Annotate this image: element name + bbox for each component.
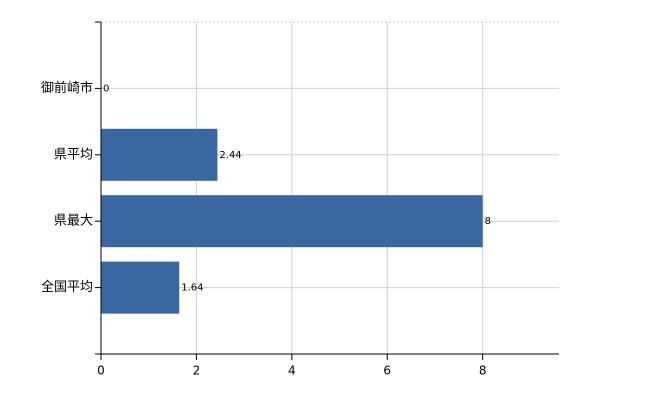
bar: [101, 195, 483, 248]
data-label: 0: [103, 83, 109, 94]
y-tick-label: 県平均: [54, 147, 93, 162]
data-label: 1.64: [181, 283, 203, 294]
y-tick-label: 県最大: [54, 214, 93, 229]
x-tick-label: 8: [479, 364, 487, 378]
x-tick-label: 2: [193, 364, 201, 378]
x-tick-label: 4: [288, 364, 296, 378]
y-tick-label: 御前崎市: [41, 80, 93, 96]
data-label: 8: [485, 216, 491, 227]
bar: [101, 128, 218, 181]
x-tick-label: 0: [97, 364, 105, 378]
bar: [101, 261, 180, 314]
data-label: 2.44: [219, 150, 241, 161]
y-tick-label: 全国平均: [41, 279, 93, 295]
x-tick-label: 6: [383, 364, 391, 378]
